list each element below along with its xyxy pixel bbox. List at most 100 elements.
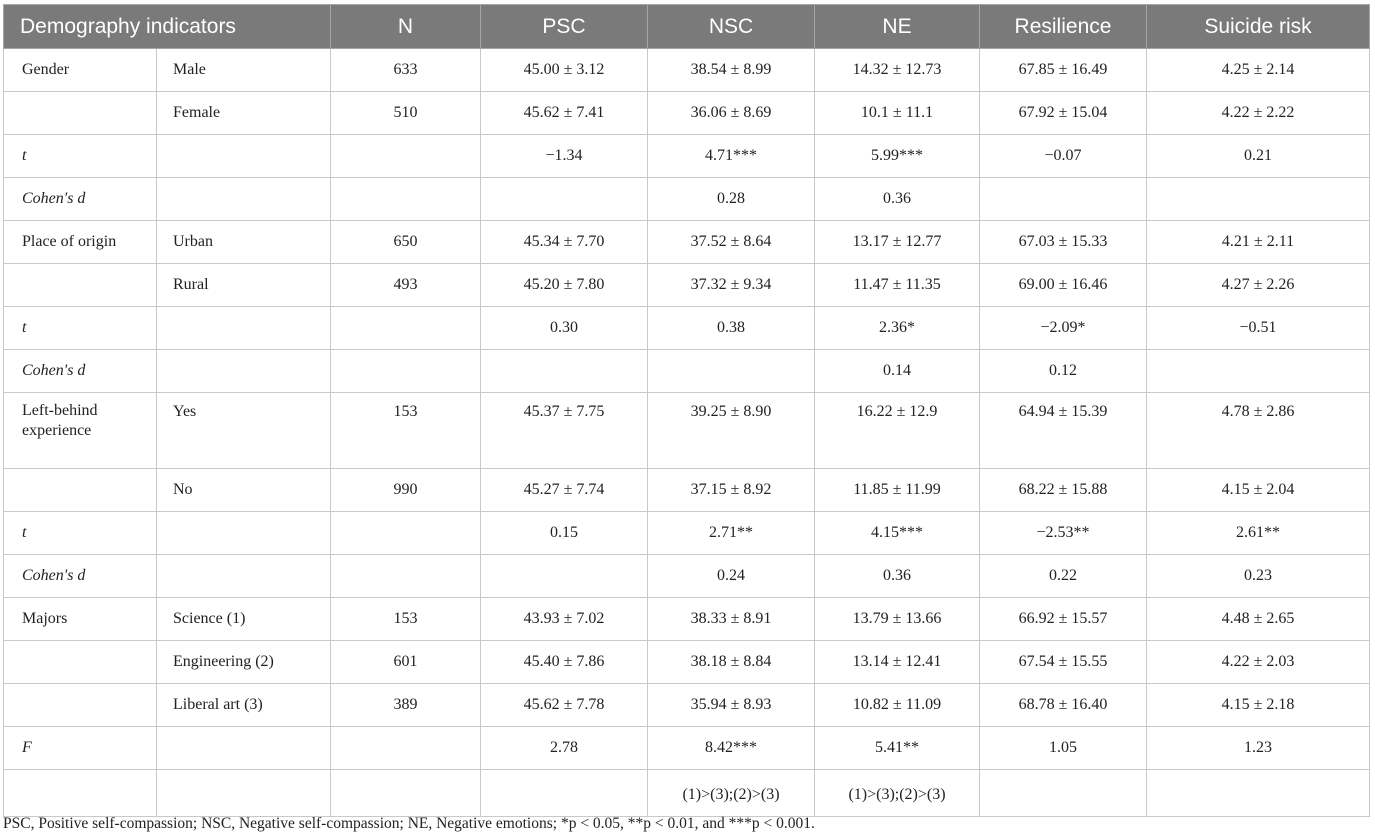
nsc-cell: 36.06 ± 8.69: [647, 91, 815, 135]
resilience-cell: [979, 769, 1147, 817]
table-row: Majors Science (1) 153 43.93 ± 7.02 38.33 ± …: [3, 597, 1370, 641]
n-cell: [330, 349, 481, 393]
table-row: Cohen's d 0.14 0.12: [3, 349, 1370, 393]
suicide-risk-cell: 4.22 ± 2.22: [1146, 91, 1370, 135]
n-cell: [330, 554, 481, 598]
suicide-risk-cell: 1.23: [1146, 726, 1370, 770]
ne-cell: 4.15***: [814, 511, 980, 555]
subgroup-cell: Science (1): [156, 597, 331, 641]
table-footnote: PSC, Positive self-compassion; NSC, Nega…: [3, 815, 815, 832]
suicide-risk-cell: [1146, 769, 1370, 817]
subgroup-cell: Rural: [156, 263, 331, 307]
ne-cell: 11.47 ± 11.35: [814, 263, 980, 307]
n-cell: 153: [330, 597, 481, 641]
n-cell: 510: [330, 91, 481, 135]
group-cell: [3, 263, 157, 307]
resilience-cell: 68.78 ± 16.40: [979, 683, 1147, 727]
n-cell: [330, 726, 481, 770]
n-cell: [330, 511, 481, 555]
nsc-cell: [647, 349, 815, 393]
group-cell: Majors: [3, 597, 157, 641]
psc-cell: 45.00 ± 3.12: [480, 48, 648, 92]
psc-cell: 43.93 ± 7.02: [480, 597, 648, 641]
psc-cell: [480, 177, 648, 221]
group-cell: Cohen's d: [3, 349, 157, 393]
resilience-cell: 0.12: [979, 349, 1147, 393]
psc-cell: 45.37 ± 7.75: [480, 392, 648, 469]
psc-cell: [480, 769, 648, 817]
resilience-cell: −2.09*: [979, 306, 1147, 350]
ne-cell: 10.82 ± 11.09: [814, 683, 980, 727]
suicide-risk-cell: −0.51: [1146, 306, 1370, 350]
suicide-risk-cell: [1146, 177, 1370, 221]
ne-cell: 16.22 ± 12.9: [814, 392, 980, 469]
suicide-risk-cell: 0.23: [1146, 554, 1370, 598]
ne-cell: 14.32 ± 12.73: [814, 48, 980, 92]
group-cell: Gender: [3, 48, 157, 92]
ne-cell: 10.1 ± 11.1: [814, 91, 980, 135]
suicide-risk-cell: 4.22 ± 2.03: [1146, 640, 1370, 684]
nsc-cell: 37.15 ± 8.92: [647, 468, 815, 512]
subgroup-cell: [156, 134, 331, 178]
nsc-cell: 37.32 ± 9.34: [647, 263, 815, 307]
resilience-cell: 1.05: [979, 726, 1147, 770]
subgroup-cell: [156, 554, 331, 598]
table-row: Liberal art (3) 389 45.62 ± 7.78 35.94 ± 8.…: [3, 683, 1370, 727]
nsc-cell: 37.52 ± 8.64: [647, 220, 815, 264]
resilience-cell: 67.92 ± 15.04: [979, 91, 1147, 135]
suicide-risk-cell: 0.21: [1146, 134, 1370, 178]
nsc-cell: 38.18 ± 8.84: [647, 640, 815, 684]
ne-cell: 5.41**: [814, 726, 980, 770]
subgroup-cell: Male: [156, 48, 331, 92]
suicide-risk-cell: [1146, 349, 1370, 393]
header-psc: PSC: [480, 4, 648, 49]
table-row: F 2.78 8.42*** 5.41** 1.05 1.23: [3, 726, 1370, 770]
ne-cell: 0.36: [814, 554, 980, 598]
nsc-cell: 0.24: [647, 554, 815, 598]
group-cell: t: [3, 511, 157, 555]
n-cell: 990: [330, 468, 481, 512]
nsc-cell: 39.25 ± 8.90: [647, 392, 815, 469]
table-row: Place of origin Urban 650 45.34 ± 7.70 37.52…: [3, 220, 1370, 264]
nsc-cell: 38.33 ± 8.91: [647, 597, 815, 641]
group-cell: t: [3, 306, 157, 350]
group-cell: Left-behind experience: [3, 392, 157, 469]
ne-cell: 13.17 ± 12.77: [814, 220, 980, 264]
group-cell: Cohen's d: [3, 554, 157, 598]
n-cell: 633: [330, 48, 481, 92]
results-table-container: Demography indicators N PSC NSC NE Resil…: [3, 4, 1370, 817]
table-row: Gender Male 633 45.00 ± 3.12 38.54 ± 8.99 14.…: [3, 48, 1370, 92]
group-cell: [3, 769, 157, 817]
nsc-cell: 35.94 ± 8.93: [647, 683, 815, 727]
suicide-risk-cell: 4.15 ± 2.04: [1146, 468, 1370, 512]
table-row: Cohen's d 0.28 0.36: [3, 177, 1370, 221]
n-cell: [330, 306, 481, 350]
psc-cell: 0.30: [480, 306, 648, 350]
nsc-cell: 0.28: [647, 177, 815, 221]
suicide-risk-cell: 4.21 ± 2.11: [1146, 220, 1370, 264]
n-cell: 493: [330, 263, 481, 307]
table-row: t −1.34 4.71*** 5.99*** −0.07 0.21: [3, 134, 1370, 178]
psc-cell: 45.34 ± 7.70: [480, 220, 648, 264]
table-body: Gender Male 633 45.00 ± 3.12 38.54 ± 8.99 14.…: [3, 48, 1370, 817]
n-cell: 650: [330, 220, 481, 264]
subgroup-cell: No: [156, 468, 331, 512]
subgroup-cell: Engineering (2): [156, 640, 331, 684]
nsc-cell: 4.71***: [647, 134, 815, 178]
ne-cell: 0.14: [814, 349, 980, 393]
nsc-cell: 2.71**: [647, 511, 815, 555]
n-cell: [330, 177, 481, 221]
n-cell: 389: [330, 683, 481, 727]
header-demography-indicators: Demography indicators: [3, 4, 331, 49]
header-row: Demography indicators N PSC NSC NE Resil…: [3, 4, 1370, 49]
psc-cell: 45.27 ± 7.74: [480, 468, 648, 512]
n-cell: [330, 134, 481, 178]
resilience-cell: 64.94 ± 15.39: [979, 392, 1147, 469]
subgroup-cell: [156, 349, 331, 393]
psc-cell: 45.62 ± 7.41: [480, 91, 648, 135]
suicide-risk-cell: 4.25 ± 2.14: [1146, 48, 1370, 92]
header-suicide-risk: Suicide risk: [1146, 4, 1370, 49]
n-cell: 153: [330, 392, 481, 469]
table-row: Engineering (2) 601 45.40 ± 7.86 38.18 ± 8.…: [3, 640, 1370, 684]
nsc-cell: 8.42***: [647, 726, 815, 770]
